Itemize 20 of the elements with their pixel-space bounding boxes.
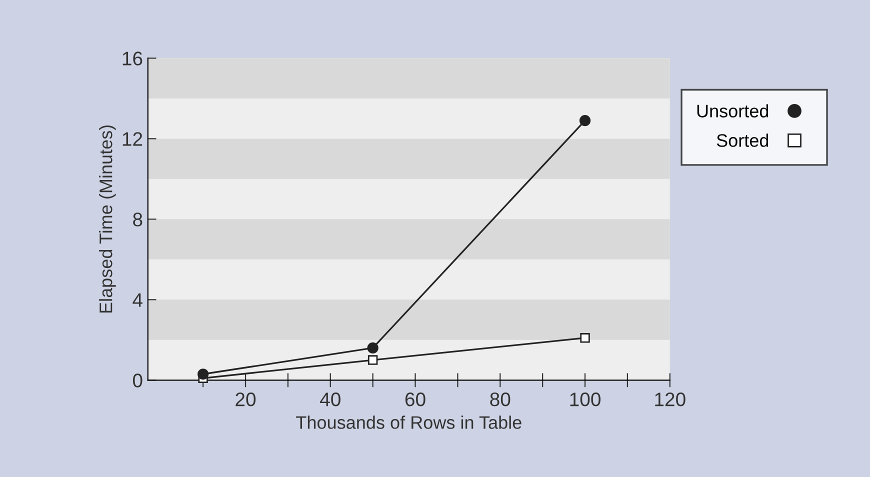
y-tick-label: 12 <box>122 132 142 146</box>
y-tick-label: 16 <box>122 52 142 66</box>
point <box>198 368 209 380</box>
point <box>580 333 590 343</box>
legend-label: Unsorted <box>697 104 768 118</box>
point <box>367 342 378 354</box>
y-tick-label: 4 <box>132 293 142 307</box>
point <box>368 355 378 365</box>
y-tick-label: 8 <box>133 212 142 226</box>
point <box>579 115 591 126</box>
x-tick-label: 80 <box>490 392 510 406</box>
x-axis-title: Thousands of Rows in Table <box>296 416 522 429</box>
x-tick-label: 20 <box>236 392 256 406</box>
x-tick-label: 40 <box>320 392 340 406</box>
y-tick-label: 0 <box>132 374 142 388</box>
x-tick-label: 100 <box>570 392 600 406</box>
x-tick-label: 60 <box>405 392 426 406</box>
legend-label: Sorted <box>716 134 768 147</box>
y-axis-title: Elapsed Time (Minutes) <box>99 125 116 313</box>
x-tick-label: 120 <box>655 392 686 406</box>
